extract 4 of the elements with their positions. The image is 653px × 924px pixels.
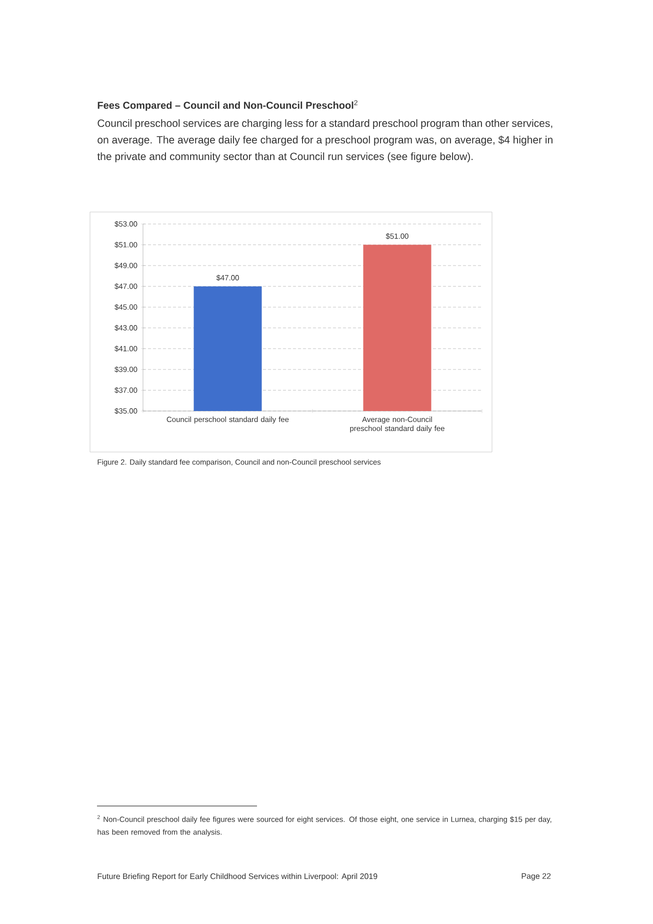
chart-subtitle: Council preschool services are charging less for a standard preschool program than other services, on average. The average daily fee charged for a preschool program was, on average, $4 higher in the private and community sector than at Council run services (see figure below). <box>97 119 552 162</box>
text: Future Briefing Report for Early Childhood Services within Liverpool: April 2019 <box>98 873 378 881</box>
text: Page 22 <box>522 873 551 880</box>
chart-title: Fees Compared – Council and Non-Council Preschool$^{2}$ <box>98 100 358 111</box>
